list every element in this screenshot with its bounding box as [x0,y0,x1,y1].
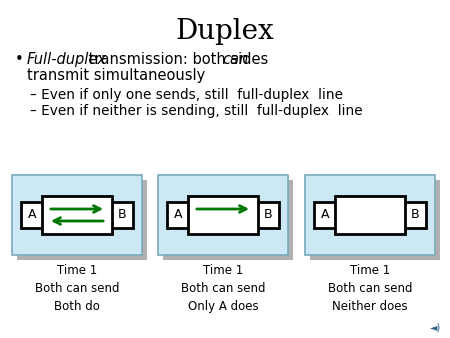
Text: Duplex: Duplex [176,18,274,45]
Text: Full-duplex: Full-duplex [27,52,107,67]
Bar [21,202,43,228]
Bar [188,196,258,234]
Bar [167,202,189,228]
Bar [17,180,147,260]
Text: A: A [28,209,36,221]
Bar [310,180,440,260]
Bar [158,175,288,255]
Text: •: • [15,52,24,67]
Bar [42,196,112,234]
Text: transmit simultaneously: transmit simultaneously [27,68,205,83]
Text: ◄): ◄) [430,323,441,333]
Text: – Even if neither is sending, still  full-duplex  line: – Even if neither is sending, still full… [30,104,363,118]
Bar [314,202,336,228]
Bar [257,202,279,228]
Text: B: B [264,209,272,221]
Bar [305,175,435,255]
Text: B: B [411,209,419,221]
Bar [163,180,293,260]
Text: A: A [174,209,182,221]
Text: can: can [222,52,248,67]
Bar [12,175,142,255]
Bar [335,196,405,234]
Text: A: A [321,209,329,221]
Bar [404,202,426,228]
Text: Time 1
Both can send
Neither does: Time 1 Both can send Neither does [328,264,412,313]
Text: transmission: both sides: transmission: both sides [84,52,273,67]
Text: Time 1
Both can send
Only A does: Time 1 Both can send Only A does [181,264,265,313]
Text: Time 1
Both can send
Both do: Time 1 Both can send Both do [35,264,119,313]
Text: – Even if only one sends, still  full-duplex  line: – Even if only one sends, still full-dup… [30,88,343,102]
Bar [111,202,133,228]
Text: B: B [118,209,126,221]
